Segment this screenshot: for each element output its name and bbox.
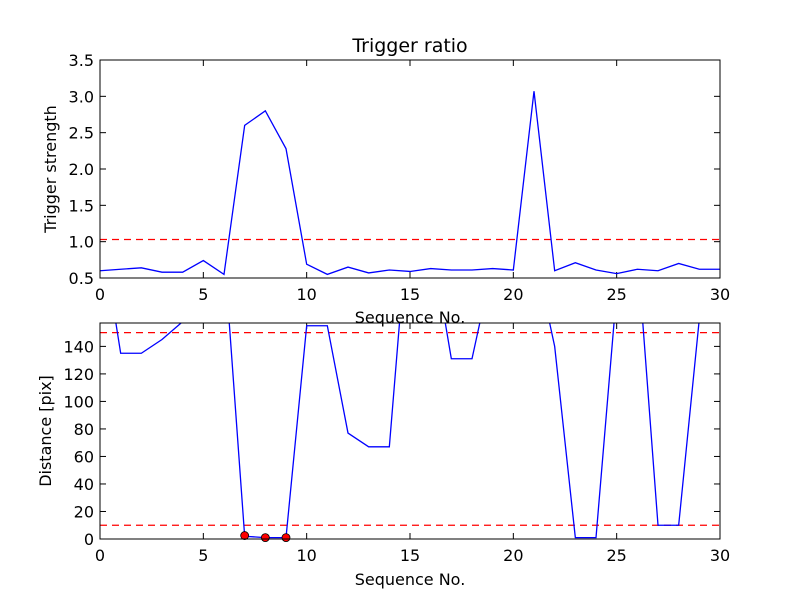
distance-chart: 0 5 10 15 20 25 30 0 20 40 60 80 100 120 140 Distance … bbox=[36, 322, 730, 589]
y-tick-label: 2.0 bbox=[69, 160, 94, 179]
bottom-y-axis-label: Distance [pix] bbox=[36, 375, 55, 487]
y-tick-label: 1.5 bbox=[69, 196, 94, 215]
y-tick-label: 40 bbox=[74, 475, 94, 494]
bottom-axes-frame bbox=[99, 322, 721, 540]
bottom-plot-area bbox=[100, 323, 720, 539]
y-tick-label: 100 bbox=[63, 392, 94, 411]
top-x-axis-label: Sequence No. bbox=[355, 308, 466, 327]
top-series bbox=[100, 91, 720, 276]
top-plot-area bbox=[100, 91, 720, 276]
bottom-reference-lines bbox=[100, 332, 720, 526]
x-tick-label: 30 bbox=[710, 546, 730, 565]
x-tick-label: 20 bbox=[503, 285, 523, 304]
y-tick-label: 140 bbox=[63, 337, 94, 356]
y-tick-label: 60 bbox=[74, 447, 94, 466]
y-tick-label: 1.0 bbox=[69, 233, 94, 252]
y-tick-label: 80 bbox=[74, 420, 94, 439]
y-tick-label: 2.5 bbox=[69, 124, 94, 143]
y-tick-label: 120 bbox=[63, 365, 94, 384]
data-point-marker bbox=[240, 531, 250, 540]
x-tick-label: 15 bbox=[400, 285, 420, 304]
y-tick-label: 3.5 bbox=[69, 51, 94, 70]
trigger-ratio-chart: Trigger ratio 0 5 10 15 20 25 30 0.5 1.0 1.5 2.0 2.… bbox=[41, 35, 730, 327]
data-point-marker bbox=[260, 533, 270, 543]
top-y-axis-label: Trigger strength bbox=[41, 105, 60, 234]
bottom-ticks: 0 5 10 15 20 25 30 0 20 40 60 80 100 120 140 bbox=[63, 323, 730, 565]
x-tick-label: 25 bbox=[606, 546, 626, 565]
y-tick-label: 0 bbox=[84, 530, 94, 549]
x-tick-label: 15 bbox=[400, 546, 420, 565]
x-tick-label: 5 bbox=[198, 285, 208, 304]
y-tick-label: 3.0 bbox=[69, 87, 94, 106]
x-tick-label: 20 bbox=[503, 546, 523, 565]
x-tick-label: 30 bbox=[710, 285, 730, 304]
y-tick-label: 20 bbox=[74, 502, 94, 521]
chart-title: Trigger ratio bbox=[351, 35, 467, 57]
top-ticks: 0 5 10 15 20 25 30 0.5 1.0 1.5 2.0 2.5 3.0 3.5 bbox=[69, 51, 731, 304]
y-tick-label: 0.5 bbox=[69, 269, 94, 288]
x-tick-label: 0 bbox=[95, 546, 105, 565]
x-tick-label: 25 bbox=[606, 285, 626, 304]
top-axes-frame bbox=[99, 59, 721, 279]
x-tick-label: 10 bbox=[296, 285, 316, 304]
bottom-x-axis-label: Sequence No. bbox=[355, 570, 466, 589]
x-tick-label: 0 bbox=[95, 285, 105, 304]
data-point-marker bbox=[281, 533, 291, 543]
x-tick-label: 10 bbox=[296, 546, 316, 565]
bottom-markers bbox=[240, 531, 291, 543]
x-tick-label: 5 bbox=[198, 546, 208, 565]
series-line bbox=[100, 91, 720, 276]
